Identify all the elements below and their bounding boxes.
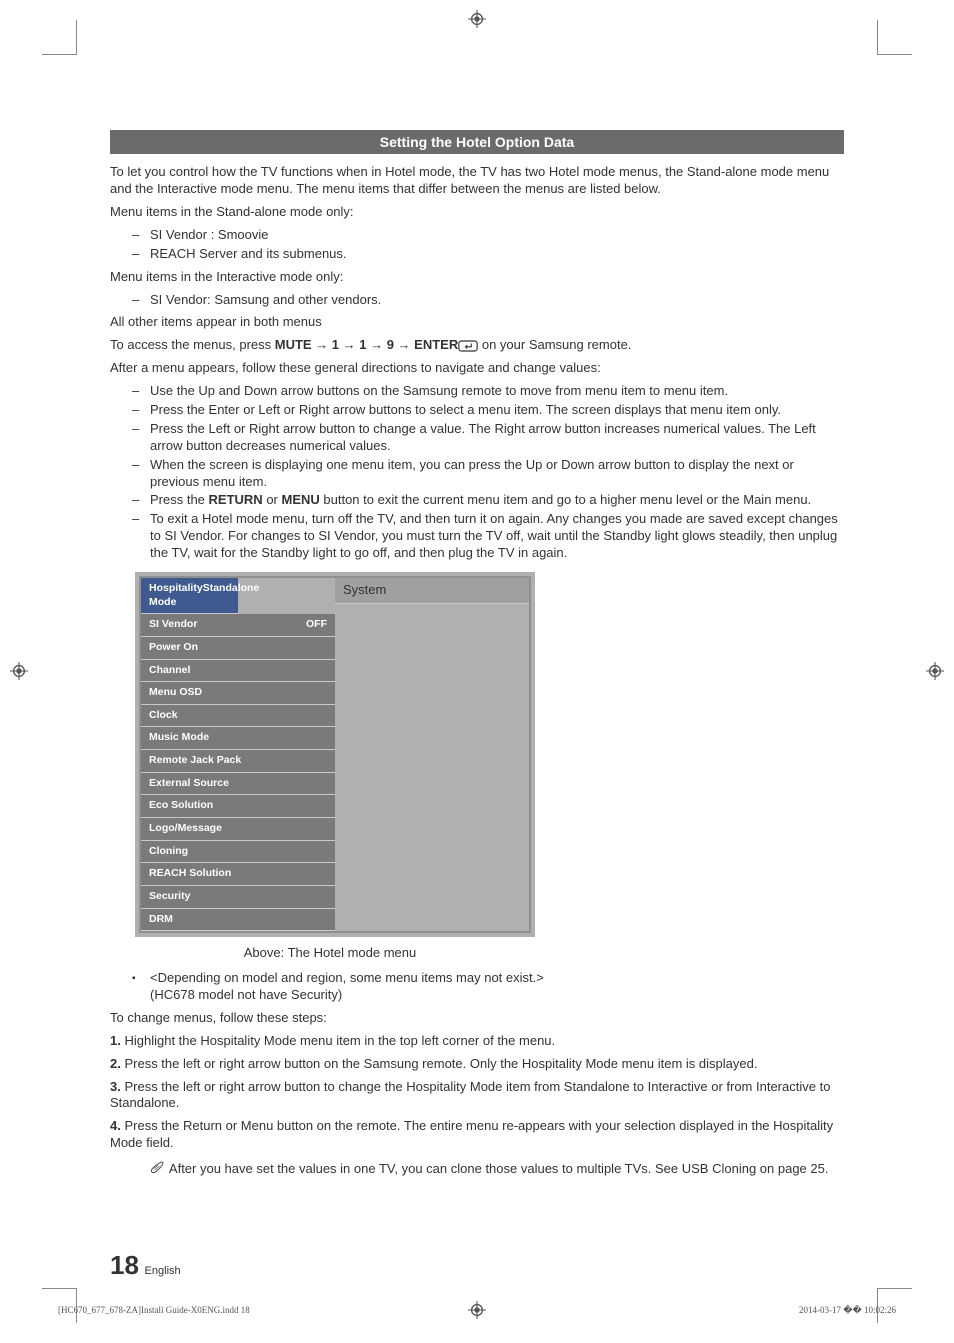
list-item: Press the Left or Right arrow button to …	[150, 421, 844, 455]
menu-item-label: Hospitality Mode	[149, 582, 203, 609]
menu-item-label: Clock	[149, 709, 178, 723]
list-item: SI Vendor : Smoovie	[150, 227, 844, 244]
steps-list: 1. Highlight the Hospitality Mode menu i…	[110, 1033, 844, 1152]
caveat-list: <Depending on model and region, some men…	[110, 970, 844, 1004]
list-item: When the screen is displaying one menu i…	[150, 457, 844, 491]
hotel-menu-diagram: Hospitality Mode Standalone SI Vendor OFF…	[135, 572, 535, 937]
menu-item-label: Eco Solution	[149, 799, 213, 813]
registration-mark-icon	[468, 10, 486, 28]
list-item: To exit a Hotel mode menu, turn off the …	[150, 511, 844, 562]
step-text: Highlight the Hospitality Mode menu item…	[124, 1033, 555, 1048]
list-item: <Depending on model and region, some men…	[150, 970, 844, 1004]
text: <Depending on model and region, some men…	[150, 970, 544, 985]
page-number-block: 18 English	[110, 1249, 844, 1283]
menu-item-label: Cloning	[149, 845, 188, 859]
menu-item: DRM	[141, 909, 335, 932]
menu-item: Channel	[141, 660, 335, 683]
registration-mark-icon	[10, 662, 28, 680]
list-item: REACH Server and its submenus.	[150, 246, 844, 263]
list-item: Use the Up and Down arrow buttons on the…	[150, 383, 844, 400]
navigation-list: Use the Up and Down arrow buttons on the…	[110, 383, 844, 562]
menu-item-label: External Source	[149, 777, 229, 791]
menu-right-column: System	[335, 578, 529, 931]
step-item: 1. Highlight the Hospitality Mode menu i…	[110, 1033, 844, 1050]
menu-item: REACH Solution	[141, 863, 335, 886]
crop-mark	[877, 20, 912, 55]
list-item: SI Vendor: Samsung and other vendors.	[150, 292, 844, 309]
menu-item-label: Power On	[149, 641, 198, 655]
step-text: Press the left or right arrow button on …	[124, 1056, 757, 1071]
page-number: 18	[110, 1250, 139, 1280]
menu-item: Power On	[141, 637, 335, 660]
menu-item-label: Remote Jack Pack	[149, 754, 241, 768]
step-item: 4. Press the Return or Menu button on th…	[110, 1118, 844, 1152]
menu-item-value: Standalone	[203, 582, 260, 609]
menu-item: SI Vendor OFF	[141, 614, 335, 637]
menu-item: Cloning	[141, 841, 335, 864]
text: or	[263, 492, 282, 507]
access-instruction: To access the menus, press MUTE → 1 → 1 …	[110, 337, 844, 354]
list-item: Press the Enter or Left or Right arrow b…	[150, 402, 844, 419]
menu-item: Music Mode	[141, 727, 335, 750]
menu-left-column: Hospitality Mode Standalone SI Vendor OFF…	[141, 578, 335, 931]
menu-item: Security	[141, 886, 335, 909]
menu-item-value: OFF	[306, 618, 327, 632]
menu-item-label: Security	[149, 890, 190, 904]
interactive-list: SI Vendor: Samsung and other vendors.	[110, 292, 844, 309]
footer-filename: [HC670_677_678-ZA]Install Guide-X0ENG.in…	[58, 1305, 250, 1317]
menu-item: Eco Solution	[141, 795, 335, 818]
standalone-heading: Menu items in the Stand-alone mode only:	[110, 204, 844, 221]
menu-item-label: Logo/Message	[149, 822, 222, 836]
after-menu-text: After a menu appears, follow these gener…	[110, 360, 844, 377]
footer-timestamp: 2014-03-17 �� 10:02:26	[799, 1305, 896, 1317]
diagram-caption: Above: The Hotel mode menu	[110, 945, 550, 962]
text: Press the	[150, 492, 209, 507]
clone-note: After you have set the values in one TV,…	[110, 1160, 844, 1179]
return-keyword: RETURN	[209, 492, 263, 507]
menu-keyword: MENU	[282, 492, 320, 507]
menu-item-label: Music Mode	[149, 731, 209, 745]
menu-item-label: REACH Solution	[149, 867, 231, 881]
section-header: Setting the Hotel Option Data	[110, 130, 844, 154]
print-footer: [HC670_677_678-ZA]Install Guide-X0ENG.in…	[58, 1305, 896, 1317]
list-item: Press the RETURN or MENU button to exit …	[150, 492, 844, 509]
menu-item: Clock	[141, 705, 335, 728]
page-language: English	[145, 1265, 181, 1277]
menu-item: Menu OSD	[141, 682, 335, 705]
interactive-heading: Menu items in the Interactive mode only:	[110, 269, 844, 286]
menu-item: External Source	[141, 773, 335, 796]
intro-paragraph: To let you control how the TV functions …	[110, 164, 844, 198]
menu-item-label: DRM	[149, 913, 173, 927]
menu-item-label: Menu OSD	[149, 686, 202, 700]
menu-item-label: SI Vendor	[149, 618, 197, 632]
change-menus-heading: To change menus, follow these steps:	[110, 1010, 844, 1027]
step-item: 2. Press the left or right arrow button …	[110, 1056, 844, 1073]
menu-item: Remote Jack Pack	[141, 750, 335, 773]
text: button to exit the current menu item and…	[320, 492, 811, 507]
menu-right-label: System	[343, 582, 386, 599]
text: To access the menus, press	[110, 337, 275, 352]
enter-icon	[458, 337, 478, 352]
note-icon	[150, 1160, 166, 1179]
registration-mark-icon	[926, 662, 944, 680]
menu-item: Logo/Message	[141, 818, 335, 841]
note-text: After you have set the values in one TV,…	[169, 1161, 829, 1176]
menu-right-header: System	[335, 578, 529, 604]
crop-mark	[42, 20, 77, 55]
step-text: Press the left or right arrow button to …	[110, 1079, 830, 1111]
all-other-note: All other items appear in both menus	[110, 314, 844, 331]
step-text: Press the Return or Menu button on the r…	[110, 1118, 833, 1150]
standalone-list: SI Vendor : Smoovie REACH Server and its…	[110, 227, 844, 263]
text: on your Samsung remote.	[478, 337, 631, 352]
step-item: 3. Press the left or right arrow button …	[110, 1079, 844, 1113]
menu-item-hospitality-mode: Hospitality Mode Standalone	[141, 578, 238, 614]
document-page: Setting the Hotel Option Data To let you…	[0, 0, 954, 1343]
menu-item-label: Channel	[149, 664, 190, 678]
key-sequence: MUTE → 1 → 1 → 9 → ENTER	[275, 337, 458, 352]
text: (HC678 model not have Security)	[150, 987, 342, 1002]
